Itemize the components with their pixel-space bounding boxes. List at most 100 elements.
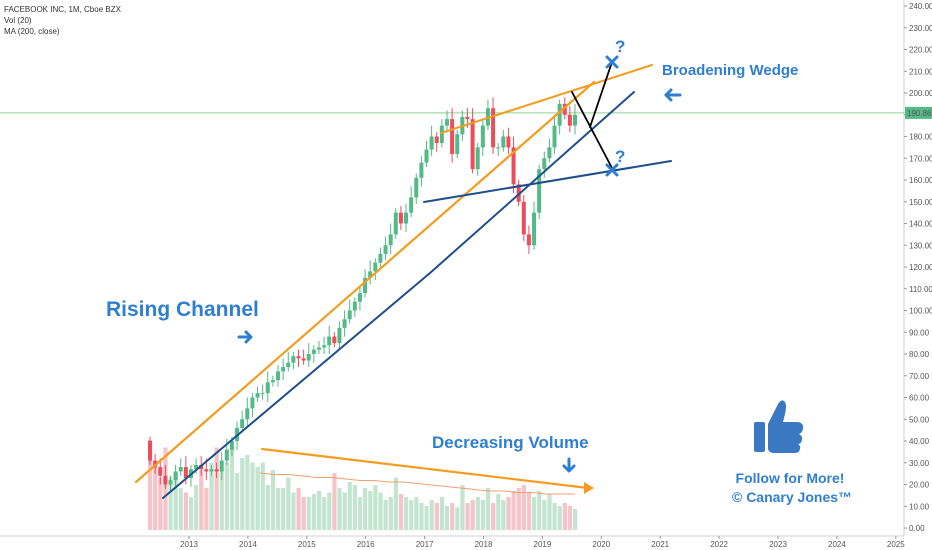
- broadening-wedge-label: Broadening Wedge: [662, 62, 798, 79]
- volume-bar: [368, 491, 373, 530]
- y-tick-label: 110.00: [909, 285, 932, 294]
- candle-body: [173, 471, 178, 481]
- lower-target-x-icon: [605, 163, 619, 177]
- wedge-upper-line: [440, 64, 653, 134]
- candle-body: [347, 310, 352, 320]
- candle-body: [424, 149, 429, 163]
- volume-bar: [475, 497, 480, 530]
- y-tick-label: 50.00: [909, 415, 930, 424]
- candle-body: [429, 136, 434, 150]
- candle-body: [342, 319, 347, 328]
- volume-bar: [188, 497, 194, 530]
- legend-ma: MA (200, close): [4, 27, 60, 36]
- candle-body: [557, 103, 562, 126]
- volume-bar: [301, 497, 306, 530]
- volume-bar: [557, 506, 562, 530]
- volume-bar: [521, 485, 526, 530]
- volume-bar: [332, 473, 337, 530]
- volume-bar: [276, 488, 281, 530]
- candle-body: [511, 147, 516, 185]
- candle-body: [491, 108, 496, 148]
- candle-body: [439, 125, 444, 144]
- x-tick-label: 2025: [887, 540, 905, 549]
- volume-bar: [204, 488, 209, 530]
- y-tick-label: 200.00: [909, 89, 932, 98]
- volume-bar: [429, 500, 434, 530]
- candle-body: [526, 234, 531, 246]
- candle-body: [373, 262, 378, 272]
- candle-body: [332, 336, 337, 344]
- candle-body: [393, 212, 398, 235]
- candle-body: [148, 441, 152, 461]
- volume-bar: [414, 497, 419, 530]
- x-tick-label: 2017: [416, 540, 434, 549]
- legend-symbol: FACEBOOK INC, 1M, Cboe BZX: [4, 5, 121, 14]
- candle-body: [532, 212, 537, 246]
- candle-body: [521, 201, 526, 235]
- candle-body: [450, 119, 455, 154]
- thumbs-up-icon: [754, 400, 804, 453]
- y-tick-label: 100.00: [909, 307, 932, 316]
- volume-bar: [255, 467, 260, 530]
- x-tick-label: 2016: [357, 540, 375, 549]
- y-tick-label: 150.00: [909, 198, 932, 207]
- volume-bar: [357, 497, 363, 530]
- candle-body: [296, 356, 301, 359]
- path-up-line: [589, 61, 613, 128]
- volume-bar: [250, 462, 255, 530]
- candle-body: [153, 460, 158, 468]
- candle-body: [537, 169, 542, 213]
- candle-body: [163, 475, 168, 485]
- candle-body: [265, 382, 270, 394]
- volume-bar: [419, 503, 424, 530]
- volume-bar: [327, 492, 332, 530]
- candle-body: [255, 393, 260, 398]
- x-tick-label: 2014: [239, 540, 257, 549]
- volume-bar: [168, 477, 173, 530]
- candle-body: [168, 480, 173, 485]
- candle-body: [470, 119, 475, 170]
- candle-body: [444, 119, 449, 126]
- volume-ma-line: [259, 472, 575, 495]
- decreasing-volume-arrow-icon: [562, 457, 576, 473]
- volume-bar: [547, 494, 552, 530]
- candle-body: [404, 212, 409, 224]
- thumbs-up-hand: [768, 400, 804, 453]
- candle-body: [250, 397, 255, 409]
- x-axis: 2013 2014 2015 2016 2017 2018 2019 2020 2021 2022…: [0, 535, 905, 549]
- volume-bar: [511, 491, 516, 530]
- volume-bar: [398, 494, 404, 530]
- candle-body: [276, 371, 281, 381]
- x-tick-label: 2018: [475, 540, 493, 549]
- candle-body: [419, 162, 424, 178]
- y-tick-label: 170.00: [909, 154, 932, 163]
- copyright-label: © Canary Jones™: [732, 489, 852, 505]
- volume-bar: [342, 492, 347, 530]
- y-tick-label: 240.00: [909, 2, 932, 11]
- candle-body: [260, 393, 265, 395]
- volume-bar: [363, 488, 368, 530]
- candle-body: [311, 349, 316, 354]
- volume-bar: [537, 491, 542, 530]
- candle-body: [322, 345, 327, 348]
- y-tick-label: 90.00: [909, 328, 930, 337]
- volume-bar: [444, 506, 450, 530]
- volume-bar: [501, 500, 506, 530]
- volume-bar: [224, 462, 230, 530]
- y-tick-label: 210.00: [909, 67, 932, 76]
- volume-bar: [450, 503, 455, 530]
- candle-body: [368, 271, 373, 278]
- y-tick-label: 20.00: [909, 481, 930, 490]
- candle-body: [496, 147, 501, 149]
- volume-bar: [209, 462, 214, 530]
- volume-bar: [311, 494, 317, 530]
- x-tick-label: 2023: [769, 540, 787, 549]
- candle-body: [501, 136, 506, 148]
- candle-body: [352, 301, 357, 311]
- volume-bar: [173, 473, 178, 530]
- volume-bar: [178, 488, 183, 530]
- y-tick-label: 120.00: [909, 263, 932, 272]
- y-tick-label: 70.00: [909, 372, 930, 381]
- last-price-badge: [905, 106, 932, 119]
